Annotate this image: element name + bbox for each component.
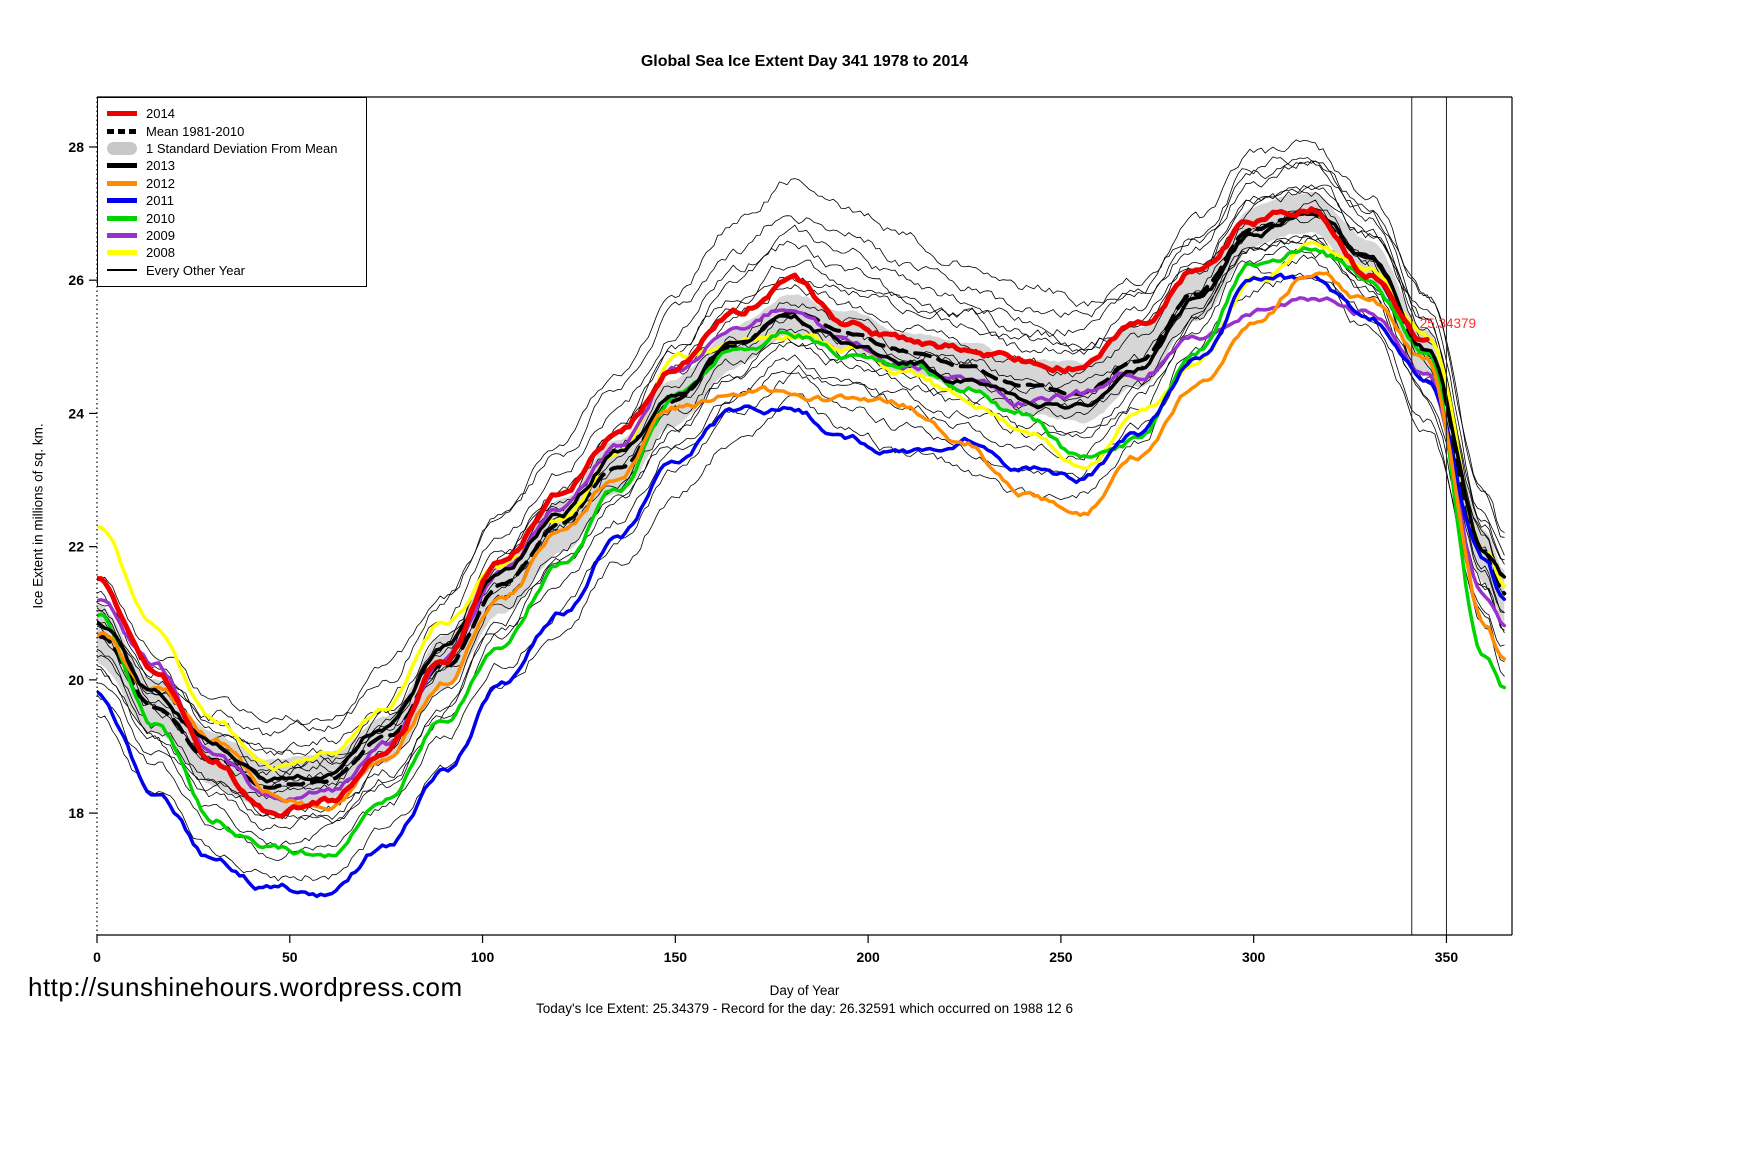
every-other-year-line bbox=[97, 156, 1505, 755]
year-line-2013 bbox=[97, 209, 1507, 784]
every-other-year-line bbox=[97, 207, 1505, 784]
legend-label: Every Other Year bbox=[146, 262, 245, 278]
legend-swatch-2010 bbox=[107, 215, 137, 221]
every-other-year-line bbox=[97, 160, 1505, 758]
legend-item-2014: 2014 bbox=[107, 105, 357, 122]
y-tick-label: 26 bbox=[68, 272, 84, 288]
x-axis-label: Day of Year bbox=[769, 983, 840, 998]
year-line-2009 bbox=[97, 296, 1507, 803]
legend-swatch-2012 bbox=[107, 180, 137, 186]
x-tick-label: 100 bbox=[471, 949, 495, 965]
legend-item-2013: 2013 bbox=[107, 157, 357, 174]
y-tick-label: 28 bbox=[68, 139, 84, 155]
legend: 2014 Mean 1981-2010 1 Standard Deviation… bbox=[97, 97, 367, 287]
legend-item-mean: Mean 1981-2010 bbox=[107, 122, 357, 139]
plot-data-group bbox=[97, 139, 1507, 899]
legend-swatch-every-other-year bbox=[107, 269, 137, 271]
legend-item-2011: 2011 bbox=[107, 192, 357, 209]
legend-label: 2008 bbox=[146, 245, 175, 261]
legend-swatch-2011 bbox=[107, 198, 137, 204]
legend-label: Mean 1981-2010 bbox=[146, 123, 245, 139]
y-tick-label: 24 bbox=[68, 405, 84, 421]
legend-item-every-other-year: Every Other Year bbox=[107, 262, 357, 279]
year-line-2011 bbox=[97, 272, 1507, 899]
mean-line bbox=[97, 211, 1507, 790]
every-other-year-line bbox=[97, 245, 1505, 831]
y-tick-label: 18 bbox=[68, 805, 84, 821]
x-tick-label: 50 bbox=[282, 949, 298, 965]
every-other-year-line bbox=[97, 190, 1505, 778]
x-tick-label: 200 bbox=[856, 949, 880, 965]
legend-item-2008: 2008 bbox=[107, 244, 357, 261]
x-tick-label: 150 bbox=[664, 949, 688, 965]
legend-swatch-2008 bbox=[107, 250, 137, 256]
legend-swatch-2009 bbox=[107, 232, 137, 238]
year-line-2014 bbox=[97, 206, 1430, 819]
every-other-year-line bbox=[97, 186, 1505, 774]
x-tick-label: 300 bbox=[1242, 949, 1266, 965]
legend-item-stddev: 1 Standard Deviation From Mean bbox=[107, 140, 357, 157]
every-other-year-line bbox=[97, 199, 1505, 791]
chart-title: Global Sea Ice Extent Day 341 1978 to 20… bbox=[640, 53, 969, 70]
every-other-year-line bbox=[97, 235, 1505, 849]
every-other-year-line bbox=[97, 139, 1505, 726]
site-url: http://sunshinehours.wordpress.com bbox=[28, 972, 463, 1002]
legend-label: 2010 bbox=[146, 210, 175, 226]
legend-swatch-2013 bbox=[107, 163, 137, 169]
x-tick-label: 0 bbox=[93, 949, 101, 965]
legend-label: 2013 bbox=[146, 158, 175, 174]
legend-label: 2012 bbox=[146, 175, 175, 191]
legend-label: 2014 bbox=[146, 106, 175, 122]
every-other-year-line bbox=[97, 157, 1505, 737]
legend-label: 2011 bbox=[146, 193, 174, 209]
legend-item-2010: 2010 bbox=[107, 209, 357, 226]
y-tick-label: 22 bbox=[68, 539, 84, 555]
x-tick-label: 250 bbox=[1049, 949, 1073, 965]
legend-swatch-mean bbox=[107, 128, 137, 134]
y-tick-label: 20 bbox=[68, 672, 84, 688]
every-other-year-line bbox=[97, 272, 1505, 882]
legend-swatch-stddev bbox=[107, 141, 137, 155]
legend-item-2009: 2009 bbox=[107, 227, 357, 244]
legend-label: 1 Standard Deviation From Mean bbox=[146, 140, 338, 156]
every-other-year-line bbox=[97, 254, 1505, 861]
legend-item-2012: 2012 bbox=[107, 175, 357, 192]
legend-label: 2009 bbox=[146, 227, 175, 243]
year-line-2010 bbox=[97, 246, 1507, 859]
year-line-2012 bbox=[97, 271, 1507, 812]
legend-swatch-2014 bbox=[107, 111, 137, 117]
status-line: Today's Ice Extent: 25.34379 - Record fo… bbox=[536, 1001, 1073, 1016]
x-tick-label: 350 bbox=[1435, 949, 1459, 965]
ice-extent-annotation: 25.34379 bbox=[1420, 316, 1476, 331]
